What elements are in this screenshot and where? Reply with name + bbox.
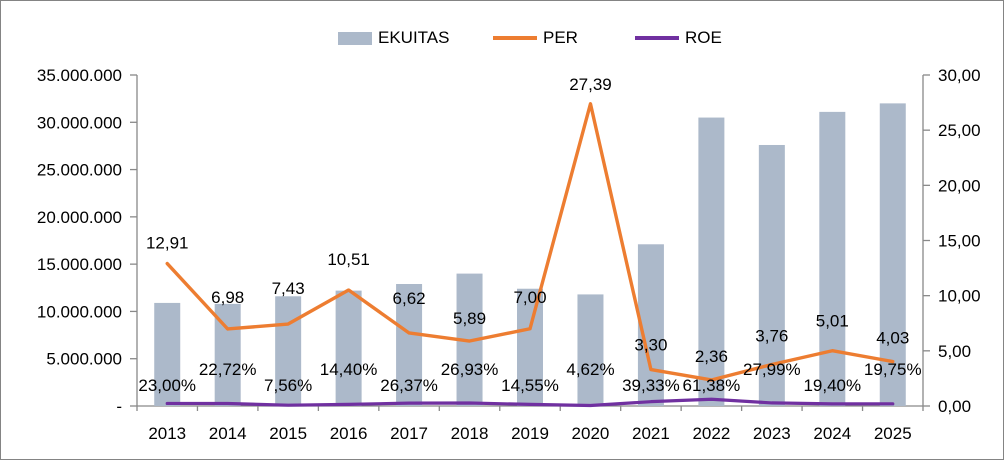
y-axis-right-label: 25,00 <box>938 121 981 140</box>
legend-swatch-per <box>493 36 537 40</box>
per-data-label: 10,51 <box>327 250 370 269</box>
x-axis-label: 2025 <box>874 424 912 443</box>
legend-label-per: PER <box>543 28 578 47</box>
roe-data-label: 26,37% <box>380 376 438 395</box>
ekuitas-bar <box>577 294 604 406</box>
per-data-label: 7,43 <box>272 279 305 298</box>
roe-data-label: 19,40% <box>803 376 861 395</box>
per-data-label: 12,91 <box>146 234 189 253</box>
x-axis-label: 2013 <box>148 424 186 443</box>
x-axis-label: 2021 <box>632 424 670 443</box>
y-axis-right-label: 10,00 <box>938 287 981 306</box>
x-axis-label: 2023 <box>753 424 791 443</box>
per-data-label: 4,03 <box>876 329 909 348</box>
legend-item-ekuitas: EKUITAS <box>338 29 449 47</box>
x-axis-label: 2019 <box>511 424 549 443</box>
y-axis-left-label: 20.000.000 <box>37 208 122 227</box>
legend-item-roe: ROE <box>635 29 722 47</box>
x-axis-label: 2015 <box>269 424 307 443</box>
roe-data-label: 4,62% <box>566 360 614 379</box>
per-data-label: 3,76 <box>755 327 788 346</box>
roe-data-label: 39,33% <box>622 376 680 395</box>
legend-item-per: PER <box>493 29 578 47</box>
y-axis-right-label: 0,00 <box>938 397 971 416</box>
legend-swatch-ekuitas <box>338 31 372 45</box>
ekuitas-bar <box>154 302 181 406</box>
ekuitas-bar <box>275 296 302 406</box>
x-axis-label: 2024 <box>813 424 851 443</box>
roe-data-label: 27,99% <box>743 360 801 379</box>
roe-data-label: 61,38% <box>683 376 741 395</box>
y-axis-left-label: 30.000.000 <box>37 113 122 132</box>
per-data-label: 7,00 <box>513 288 546 307</box>
roe-data-label: 19,75% <box>864 360 922 379</box>
ekuitas-bar <box>819 111 846 406</box>
x-axis-label: 2017 <box>390 424 428 443</box>
per-data-label: 27,39 <box>569 75 612 94</box>
y-axis-left-label: 25.000.000 <box>37 161 122 180</box>
y-axis-left-label: 10.000.000 <box>37 302 122 321</box>
x-axis-label: 2014 <box>209 424 247 443</box>
roe-data-label: 22,72% <box>199 360 257 379</box>
legend-label-ekuitas: EKUITAS <box>378 28 450 47</box>
y-axis-right-label: 5,00 <box>938 342 971 361</box>
y-axis-left-label: 15.000.000 <box>37 255 122 274</box>
roe-data-label: 23,00% <box>138 376 196 395</box>
ekuitas-bar <box>879 103 906 406</box>
x-axis-label: 2018 <box>451 424 489 443</box>
x-axis-label: 2020 <box>572 424 610 443</box>
legend-swatch-roe <box>635 36 679 40</box>
per-data-label: 3,30 <box>634 336 667 355</box>
roe-data-label: 14,40% <box>320 360 378 379</box>
x-axis-label: 2016 <box>330 424 368 443</box>
per-data-label: 5,01 <box>816 312 849 331</box>
y-axis-left-label: - <box>116 397 122 416</box>
y-axis-right-label: 15,00 <box>938 232 981 251</box>
per-data-label: 2,36 <box>695 347 728 366</box>
ekuitas-bar <box>517 288 543 406</box>
y-axis-right-label: 30,00 <box>938 66 981 85</box>
y-axis-left-label: 35.000.000 <box>37 66 122 85</box>
y-axis-left-label: 5.000.000 <box>46 350 122 369</box>
x-axis-label: 2022 <box>692 424 730 443</box>
per-data-label: 5,89 <box>453 309 486 328</box>
roe-data-label: 14,55% <box>501 376 559 395</box>
ekuitas-bar <box>396 284 423 406</box>
y-axis-right-label: 20,00 <box>938 176 981 195</box>
roe-data-label: 7,56% <box>264 376 312 395</box>
roe-data-label: 26,93% <box>441 360 499 379</box>
chart-legend: EKUITAS PER ROE <box>1 29 1003 49</box>
ekuitas-bar <box>698 117 725 407</box>
ekuitas-bar <box>335 290 362 406</box>
legend-label-roe: ROE <box>685 28 722 47</box>
per-line <box>165 102 895 382</box>
roe-line <box>165 397 895 408</box>
per-data-label: 6,98 <box>211 288 244 307</box>
per-data-label: 6,62 <box>393 289 426 308</box>
